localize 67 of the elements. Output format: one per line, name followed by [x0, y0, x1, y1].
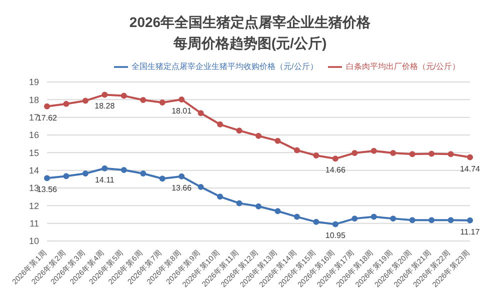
point: [409, 217, 416, 224]
point: [82, 98, 88, 104]
point: [390, 150, 396, 156]
y-tick-label: 18: [28, 94, 39, 105]
y-tick-label: 12: [28, 200, 39, 211]
point: [313, 152, 320, 158]
point: [370, 148, 377, 154]
point: [217, 121, 224, 128]
point: [448, 151, 454, 158]
point: [294, 214, 300, 220]
point: [256, 132, 262, 139]
point: [409, 151, 416, 158]
y-tick-label: 11: [30, 218, 39, 229]
point: [217, 194, 224, 200]
point: [390, 216, 396, 222]
legend-label: 白条肉平均出厂价格（元/公斤）: [346, 62, 460, 72]
point: [332, 221, 338, 228]
y-tick-label: 15: [28, 148, 39, 158]
point: [44, 175, 50, 182]
point: [467, 154, 473, 160]
point: [448, 217, 454, 224]
data-label: 14.66: [325, 166, 346, 175]
point: [140, 170, 146, 177]
point: [294, 147, 300, 154]
point: [102, 165, 108, 172]
legend-label: 全国生猪定点屠宰企业生猪平均收购价格（元/公斤）: [132, 62, 318, 72]
point: [120, 92, 127, 99]
point: [428, 217, 435, 224]
point: [352, 150, 358, 156]
point: [82, 170, 88, 177]
data-label: 18.01: [172, 106, 192, 116]
point: [178, 173, 185, 180]
point: [63, 100, 70, 107]
y-tick-label: 14: [28, 166, 39, 176]
point: [236, 200, 242, 206]
y-tick-label: 16: [28, 130, 39, 140]
point: [120, 166, 127, 173]
point: [256, 203, 262, 210]
point: [159, 176, 166, 182]
data-label: 18.28: [94, 102, 116, 111]
chart-title: 2026年全国生猪定点屠宰企业生猪价格: [128, 13, 372, 32]
point: [313, 218, 320, 225]
data-label: 11.17: [460, 227, 480, 236]
point: [332, 156, 338, 162]
point: [467, 217, 473, 224]
point: [102, 92, 108, 98]
point: [352, 216, 358, 222]
point: [236, 128, 242, 134]
y-tick-label: 19: [28, 77, 39, 88]
point: [44, 103, 50, 110]
data-label: 10.95: [325, 231, 346, 240]
point: [274, 208, 281, 214]
point: [274, 138, 281, 144]
data-label: 14.74: [460, 164, 481, 174]
data-label: 14.11: [94, 175, 115, 184]
point: [140, 97, 146, 104]
point: [370, 214, 377, 220]
y-tick-label: 17: [28, 112, 39, 123]
point: [159, 99, 166, 106]
point: [198, 184, 204, 190]
point: [428, 150, 435, 157]
point: [178, 96, 185, 102]
data-label: 13.66: [172, 183, 192, 192]
chart-subtitle: 每周价格趋势图(元/公斤): [172, 34, 328, 53]
y-tick-label: 10: [28, 236, 39, 246]
point: [198, 110, 204, 116]
point: [63, 173, 70, 180]
